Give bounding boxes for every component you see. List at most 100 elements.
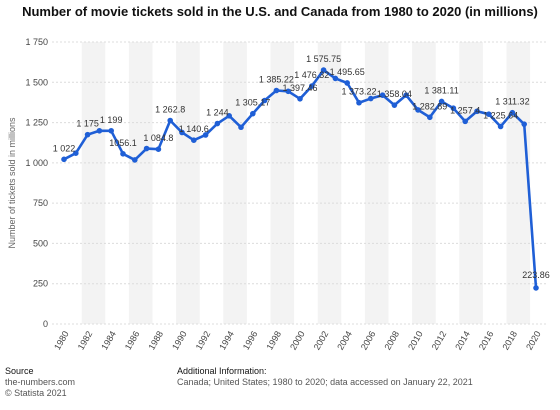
- x-tick-label: 2020: [524, 329, 543, 351]
- y-axis-label: Number of tickets sold in millions: [7, 117, 17, 249]
- data-point: [438, 98, 445, 105]
- x-tick-label: 1998: [264, 329, 283, 351]
- x-tick-label: 1994: [217, 329, 236, 351]
- data-label: 1 199: [100, 115, 123, 125]
- x-tick-label: 2000: [288, 329, 307, 351]
- data-label: 1 305.17: [235, 98, 270, 108]
- chart-title: Number of movie tickets sold in the U.S.…: [22, 4, 538, 19]
- x-tick-label: 1990: [170, 329, 189, 351]
- chart-gridlines: [52, 41, 548, 325]
- x-tick-label: 1986: [123, 329, 142, 351]
- data-label: 1 381.11: [424, 85, 458, 95]
- data-point: [320, 67, 327, 73]
- data-point: [202, 132, 209, 138]
- data-label: 1 140.6: [179, 124, 209, 134]
- data-point: [309, 83, 315, 89]
- data-point: [356, 99, 362, 106]
- data-point: [427, 114, 433, 121]
- data-point: [250, 110, 256, 117]
- data-point: [273, 87, 280, 94]
- chart-band: [364, 42, 389, 324]
- y-tick-label: 1 500: [25, 77, 48, 87]
- data-point: [73, 150, 79, 156]
- data-label: 1056.1: [109, 138, 137, 148]
- data-point: [132, 157, 138, 163]
- x-tick-label: 1988: [146, 329, 165, 351]
- data-label: 1 311.32: [495, 97, 529, 107]
- y-tick-label: 1 000: [25, 158, 48, 168]
- data-label: 1 022: [53, 143, 76, 153]
- data-point: [285, 88, 292, 95]
- data-point: [96, 127, 103, 134]
- chart-band: [128, 42, 153, 324]
- data-point: [379, 92, 386, 98]
- data-point: [474, 108, 480, 115]
- x-tick-label: 1992: [194, 329, 213, 351]
- x-axis: 1980 1982 1984 1986 1988 1990 1992 1994 1996 1998…: [52, 329, 543, 351]
- data-label: 1 244: [206, 108, 229, 118]
- x-tick-label: 2018: [500, 329, 519, 351]
- x-tick-label: 2016: [477, 329, 496, 351]
- data-point: [415, 107, 421, 113]
- data-label: 1 257.4: [450, 105, 480, 115]
- chart-band: [459, 42, 483, 324]
- data-point: [167, 117, 173, 124]
- x-tick-label: 2014: [453, 329, 472, 351]
- footer-additional-info: Additional Information: Canada; United S…: [177, 366, 473, 388]
- data-point: [143, 145, 150, 152]
- data-label: 1 262.8: [155, 105, 185, 115]
- additional-info-text: Canada; United States; 1980 to 2020; dat…: [177, 377, 473, 387]
- data-point: [179, 129, 185, 136]
- x-tick-label: 1980: [52, 329, 71, 351]
- chart-band: [506, 42, 531, 324]
- data-point: [462, 118, 469, 125]
- data-point: [191, 137, 197, 144]
- data-point: [368, 95, 374, 102]
- data-label: 1 358.04: [377, 89, 412, 99]
- y-tick-label: 1 750: [25, 37, 48, 47]
- data-point: [344, 80, 351, 86]
- data-label: 1 575.75: [306, 54, 341, 64]
- data-point: [261, 97, 268, 104]
- data-point: [332, 75, 339, 82]
- chart-band: [317, 42, 342, 324]
- x-tick-label: 2008: [382, 329, 401, 351]
- data-point: [403, 92, 410, 98]
- data-point: [155, 146, 162, 152]
- data-point: [391, 102, 398, 108]
- data-label: 1 225.64: [483, 110, 518, 120]
- y-tick-label: 1 250: [25, 118, 48, 128]
- source-heading: Source: [5, 366, 34, 376]
- chart-band: [81, 42, 106, 324]
- y-tick-label: 0: [43, 319, 48, 329]
- data-point: [533, 285, 539, 291]
- x-tick-label: 1982: [76, 329, 95, 351]
- chart-data-labels: 1 022 1 175 1 199 1056.1 1 084.8 1 262.8 1 140…: [53, 54, 550, 280]
- data-point: [486, 111, 492, 117]
- data-point: [238, 124, 244, 131]
- data-point: [84, 131, 91, 138]
- x-tick-label: 2004: [335, 329, 354, 351]
- data-label: 223.86: [522, 270, 550, 280]
- y-tick-label: 500: [33, 238, 48, 248]
- additional-info-heading: Additional Information:: [177, 366, 267, 376]
- data-label: 1 385.22: [259, 75, 294, 85]
- chart-band: [223, 42, 247, 324]
- chart-band: [270, 42, 295, 324]
- data-point: [120, 151, 126, 157]
- x-tick-label: 2002: [312, 329, 331, 351]
- x-tick-label: 1984: [99, 329, 118, 351]
- chart-band: [412, 42, 436, 324]
- data-label: 1 373.22: [341, 87, 376, 97]
- data-point: [450, 105, 457, 112]
- source-link[interactable]: the-numbers.com: [5, 377, 76, 387]
- y-tick-label: 750: [33, 198, 48, 208]
- x-tick-label: 2006: [359, 329, 378, 351]
- data-point: [214, 120, 221, 127]
- data-label: 1 175: [76, 119, 99, 129]
- footer-source: Source the-numbers.com © Statista 2021: [5, 366, 75, 399]
- data-point: [297, 96, 303, 102]
- data-point: [509, 109, 516, 116]
- data-point: [108, 127, 114, 134]
